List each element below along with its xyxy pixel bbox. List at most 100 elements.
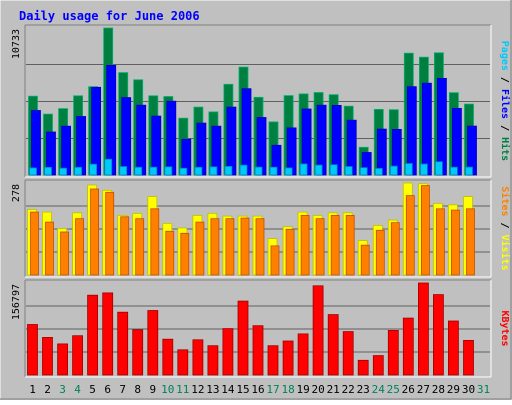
x-tick-label: 20 <box>311 383 324 396</box>
bar-pages-day-26 <box>404 163 413 176</box>
bar-kbytes-day-25 <box>387 329 399 376</box>
series-legend-label: KBytes <box>499 310 510 346</box>
x-tick-label: 22 <box>342 383 355 396</box>
x-tick-label: 13 <box>206 383 219 396</box>
bar-kbytes-day-20 <box>312 285 324 376</box>
bar-kbytes-day-26 <box>402 317 414 376</box>
bar-sites-day-18 <box>285 228 295 276</box>
bar-pages-day-19 <box>299 163 308 176</box>
legend-part: Visits <box>499 235 511 271</box>
x-tick-label: 11 <box>176 383 189 396</box>
bar-kbytes-day-13 <box>207 345 219 376</box>
x-tick-label: 1 <box>29 383 36 396</box>
bar-kbytes-day-4 <box>72 335 83 376</box>
bar-files-day-26 <box>406 86 417 176</box>
x-tick-label: 25 <box>387 383 400 396</box>
x-tick-label: 4 <box>74 383 81 396</box>
x-tick-label: 3 <box>59 383 66 396</box>
bar-kbytes-day-5 <box>87 294 98 376</box>
bar-sites-day-17 <box>270 245 280 276</box>
bar-pages-day-5 <box>89 163 97 176</box>
legend-part: Sites <box>499 186 511 216</box>
bar-pages-day-30 <box>465 166 473 176</box>
y-axis-max-label: 10733 <box>11 29 22 59</box>
legend-part: / <box>499 71 510 89</box>
series-pages <box>29 158 473 176</box>
bar-pages-day-23 <box>359 167 368 176</box>
bar-files-day-6 <box>106 65 117 176</box>
bar-sites-day-19 <box>300 214 310 276</box>
bar-kbytes-day-30 <box>463 339 474 376</box>
x-tick-label: 5 <box>89 383 96 396</box>
legend-part: / <box>499 216 510 234</box>
x-tick-label: 21 <box>327 383 340 396</box>
bar-pages-day-6 <box>104 158 113 176</box>
x-tick-label: 17 <box>266 383 279 396</box>
bar-sites-day-14 <box>225 218 235 276</box>
series-legend-label: Pages / Files / Hits <box>499 41 511 161</box>
bar-files-day-14 <box>226 106 237 176</box>
bar-files-day-8 <box>136 104 147 176</box>
bar-pages-day-7 <box>119 166 128 176</box>
bar-pages-day-24 <box>374 167 383 176</box>
bar-kbytes-day-6 <box>102 292 114 376</box>
x-tick-label: 27 <box>417 383 430 396</box>
bar-pages-day-25 <box>389 165 398 176</box>
bar-files-day-27 <box>421 82 432 176</box>
bar-sites-day-8 <box>135 218 145 276</box>
bar-kbytes-day-28 <box>432 294 444 376</box>
x-tick-label: 16 <box>251 383 264 396</box>
x-tick-label: 15 <box>236 383 249 396</box>
bar-sites-day-11 <box>180 232 190 276</box>
bar-pages-day-3 <box>59 167 67 176</box>
bar-kbytes-day-17 <box>267 345 279 376</box>
x-tick-label: 9 <box>149 383 156 396</box>
legend-part: Hits <box>499 137 511 161</box>
bar-pages-day-21 <box>329 164 338 176</box>
bar-sites-day-21 <box>330 214 340 276</box>
y-axis-max-label: 278 <box>11 184 22 202</box>
bar-files-day-20 <box>316 104 327 176</box>
bar-pages-day-22 <box>344 166 353 176</box>
bar-sites-day-16 <box>255 218 265 276</box>
bar-sites-day-25 <box>390 222 400 276</box>
bar-sites-day-5 <box>90 188 99 276</box>
bar-sites-day-28 <box>435 208 445 276</box>
bar-pages-day-2 <box>44 166 52 176</box>
x-tick-label: 19 <box>296 383 309 396</box>
bar-sites-day-24 <box>375 229 385 276</box>
bar-files-day-9 <box>151 115 162 176</box>
bar-sites-day-22 <box>345 214 355 276</box>
panel-2: 278 Sites / Visits <box>11 179 511 278</box>
bar-sites-day-27 <box>420 185 430 276</box>
x-tick-label: 30 <box>462 383 475 396</box>
series-sites <box>30 185 475 276</box>
x-tick-label: 8 <box>134 383 141 396</box>
bar-files-day-29 <box>451 108 462 176</box>
bar-sites-day-29 <box>450 209 460 276</box>
bar-pages-day-10 <box>164 166 173 176</box>
bar-kbytes-day-21 <box>327 314 339 376</box>
bar-pages-day-16 <box>254 166 263 176</box>
bar-pages-day-17 <box>269 166 278 176</box>
bar-sites-day-30 <box>466 208 475 276</box>
bar-pages-day-4 <box>74 166 82 176</box>
legend-part: Pages <box>499 41 510 71</box>
bar-kbytes-day-19 <box>297 333 309 376</box>
bar-kbytes-day-27 <box>417 282 429 376</box>
legend-part: KBytes <box>499 310 510 346</box>
bar-pages-day-11 <box>179 167 188 176</box>
x-tick-label: 10 <box>161 383 174 396</box>
bar-sites-day-20 <box>315 218 325 276</box>
panel-3: 156797 KBytes <box>11 279 510 378</box>
bar-files-day-3 <box>61 125 71 176</box>
bar-pages-day-15 <box>239 164 248 176</box>
bar-sites-day-2 <box>45 221 54 276</box>
bar-kbytes-day-8 <box>132 329 144 376</box>
bar-pages-day-18 <box>284 167 293 176</box>
legend-part: Files <box>499 89 511 119</box>
bar-files-day-1 <box>31 110 41 176</box>
bar-files-day-28 <box>436 78 447 176</box>
bar-sites-day-15 <box>240 217 250 276</box>
